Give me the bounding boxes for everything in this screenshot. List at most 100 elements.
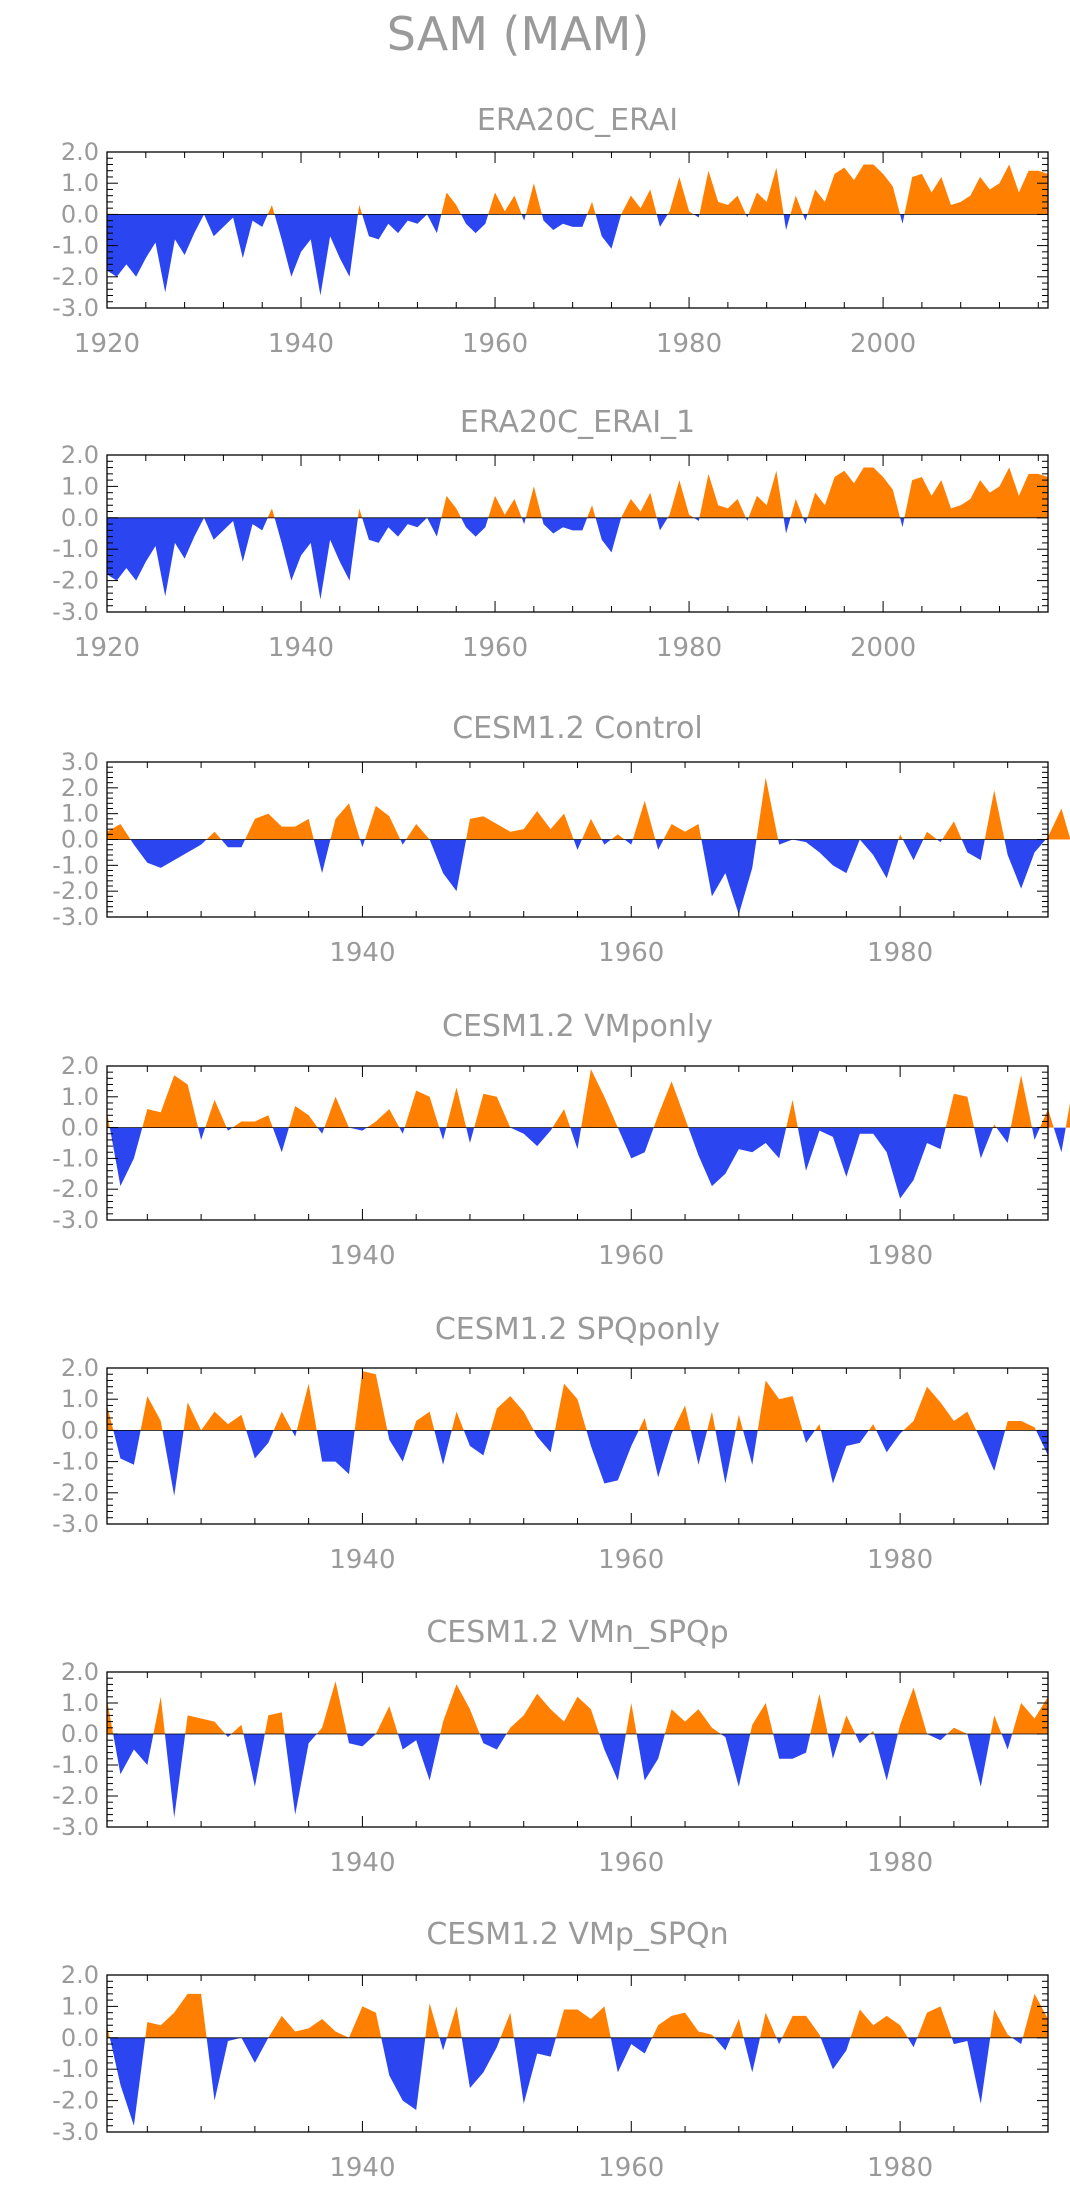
- y-tick-label: -3.0: [52, 903, 99, 931]
- x-tick-label: 1960: [598, 1848, 664, 1878]
- panel-7: CESM1.2 VMp_SPQn -3.0 -2.0 -1.0 0.0 1.0 2.0 194…: [52, 1917, 1049, 2183]
- panel-2: ERA20C_ERAI_1 -3.0 -2.0 -1.0 0.0 1.0 2.0 1920 19…: [52, 405, 1049, 663]
- y-tick-label: -1.0: [52, 1751, 99, 1779]
- y-tick-label: 0.0: [61, 1114, 99, 1142]
- x-tick-label: 1980: [867, 1545, 933, 1575]
- y-tick-label: -1.0: [52, 851, 99, 879]
- x-tick-label: 1940: [329, 1241, 395, 1271]
- x-tick-label: 1980: [656, 633, 722, 663]
- panel-title: ERA20C_ERAI: [477, 103, 678, 138]
- y-tick-label: 0.0: [61, 504, 99, 532]
- y-tick-label: 2.0: [61, 1354, 99, 1382]
- y-tick-label: -2.0: [52, 877, 99, 905]
- x-tick-label: 1980: [867, 938, 933, 968]
- y-tick-label: 0.0: [61, 1416, 99, 1444]
- x-tick-label: 1940: [329, 2153, 395, 2183]
- y-tick-label: -3.0: [52, 2118, 99, 2146]
- x-tick-label: 1940: [268, 329, 334, 359]
- y-tick-label: -3.0: [52, 1206, 99, 1234]
- panel-5: CESM1.2 SPQponly -3.0 -2.0 -1.0 0.0 1.0 2.0 194…: [52, 1312, 1049, 1575]
- x-tick-label: 1940: [329, 1848, 395, 1878]
- y-tick-label: -1.0: [52, 535, 99, 563]
- x-tick-label: 1980: [867, 1241, 933, 1271]
- y-tick-label: 2.0: [61, 138, 99, 166]
- plot-frame: [106, 151, 1049, 309]
- y-tick-label: 2.0: [61, 441, 99, 469]
- panel-title: CESM1.2 VMp_SPQn: [426, 1917, 728, 1952]
- x-tick-label: 1920: [74, 633, 140, 663]
- x-tick-label: 1960: [598, 1545, 664, 1575]
- y-tick-label: 1.0: [61, 1689, 99, 1717]
- x-tick-label: 2000: [850, 329, 916, 359]
- panel-4: CESM1.2 VMponly -3.0 -2.0 -1.00.0 1.0 2.0 1940…: [52, 1009, 1070, 1271]
- panel-6: CESM1.2 VMn_SPQp -3.0 -2.0 -1.0 0.0 1.0 2.0 194…: [52, 1615, 1049, 1878]
- panel-title: ERA20C_ERAI_1: [460, 405, 695, 440]
- x-tick-label: 1960: [598, 2153, 664, 2183]
- x-tick-label: 1940: [268, 633, 334, 663]
- y-tick-label: -2.0: [52, 567, 99, 595]
- negative-area: [107, 517, 1048, 600]
- negative-area: [107, 1430, 1048, 1496]
- positive-area: [107, 164, 1048, 215]
- y-tick-label: -1.0: [52, 1448, 99, 1476]
- y-tick-label: 2.0: [61, 774, 99, 802]
- positive-area: [107, 1371, 1048, 1431]
- panel-title: CESM1.2 VMponly: [442, 1009, 713, 1044]
- y-tick-label: 3.0: [61, 748, 99, 776]
- negative-area: [107, 1127, 1070, 1199]
- x-tick-label: 1980: [656, 329, 722, 359]
- y-tick-label: -3.0: [52, 598, 99, 626]
- y-tick-label: 2.0: [61, 1052, 99, 1080]
- y-tick-label: -2.0: [52, 263, 99, 291]
- panel-3: CESM1.2 Control -3.0-2.0-1.00.01.02.03.0 1…: [52, 711, 1070, 968]
- panel-title: CESM1.2 SPQponly: [435, 1312, 720, 1347]
- x-tick-label: 1960: [462, 633, 528, 663]
- y-tick-label: -3.0: [52, 1813, 99, 1841]
- x-tick-label: 1980: [867, 1848, 933, 1878]
- y-tick-label: 1.0: [61, 800, 99, 828]
- x-tick-label: 1940: [329, 938, 395, 968]
- y-tick-label: 0.0: [61, 1720, 99, 1748]
- y-tick-label: 2.0: [61, 1658, 99, 1686]
- panel-title: CESM1.2 VMn_SPQp: [426, 1615, 728, 1650]
- y-tick-label: -3.0: [52, 294, 99, 322]
- positive-area: [107, 1069, 1070, 1128]
- plot-frame: [106, 454, 1049, 613]
- y-tick-label: 1.0: [61, 1385, 99, 1413]
- y-tick-label: 1.0: [61, 1083, 99, 1111]
- y-tick-label: 1.0: [61, 1992, 99, 2020]
- x-tick-label: 1940: [329, 1545, 395, 1575]
- plot-frame: [106, 1367, 1049, 1525]
- y-tick-label: -2.0: [52, 1782, 99, 1810]
- negative-area: [107, 214, 1048, 296]
- x-tick-label: 1960: [598, 1241, 664, 1271]
- y-tick-label: -1.0: [52, 232, 99, 260]
- x-tick-label: 1960: [598, 938, 664, 968]
- y-tick-label: 2.0: [61, 1961, 99, 1989]
- negative-area: [107, 2037, 1048, 2126]
- y-tick-label: 1.0: [61, 472, 99, 500]
- y-tick-label: 0.0: [61, 200, 99, 228]
- panel-title: CESM1.2 Control: [452, 711, 703, 746]
- x-tick-label: 1920: [74, 329, 140, 359]
- figure-title: SAM (MAM): [387, 7, 650, 61]
- negative-area: [107, 1734, 1048, 1818]
- positive-area: [107, 777, 1070, 840]
- x-tick-label: 1960: [462, 329, 528, 359]
- positive-area: [107, 1681, 1048, 1734]
- x-tick-label: 2000: [850, 633, 916, 663]
- positive-area: [107, 467, 1048, 518]
- y-tick-label: -2.0: [52, 2087, 99, 2115]
- y-tick-label: -1.0: [52, 1144, 99, 1172]
- positive-area: [107, 1993, 1048, 2038]
- y-tick-label: 1.0: [61, 169, 99, 197]
- x-tick-label: 1980: [867, 2153, 933, 2183]
- panel-1: ERA20C_ERAI -3.0 -2.0 -1.0 0.0 1.0 2.0 1920 1940…: [52, 103, 1049, 359]
- y-tick-label: -2.0: [52, 1479, 99, 1507]
- y-tick-label: -3.0: [52, 1510, 99, 1538]
- y-tick-label: 0.0: [61, 826, 99, 854]
- negative-area: [107, 839, 1070, 915]
- y-tick-label: 0.0: [61, 2024, 99, 2052]
- y-tick-label: -1.0: [52, 2055, 99, 2083]
